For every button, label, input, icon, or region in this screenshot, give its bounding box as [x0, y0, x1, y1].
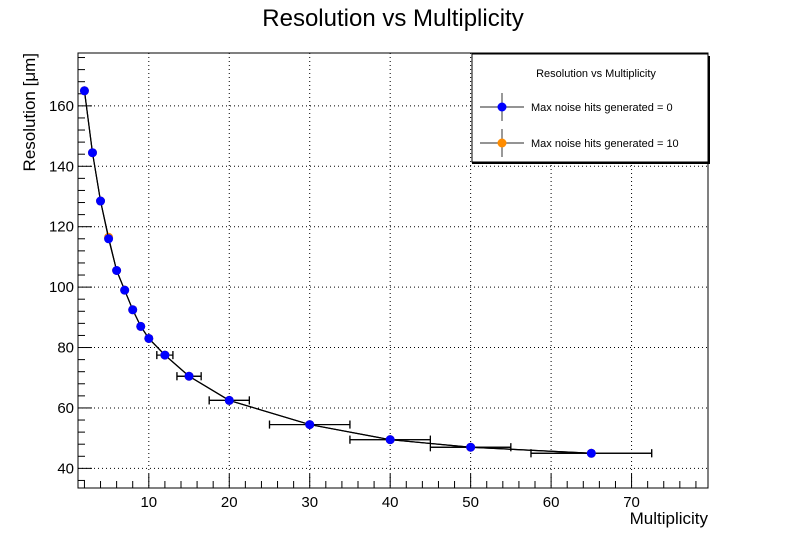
series-line [83, 90, 592, 454]
data-point [120, 285, 130, 295]
data-point [136, 321, 146, 331]
data-point [104, 234, 114, 244]
data-point [385, 435, 395, 445]
legend-shadow-side [708, 56, 710, 164]
legend-label: Max noise hits generated = 0 [531, 102, 673, 114]
data-point [224, 395, 234, 405]
y-tick-label: 80 [57, 340, 74, 357]
data-point [112, 266, 122, 275]
legend-box [471, 53, 709, 163]
data-point [586, 448, 596, 458]
y-tick-label: 160 [49, 98, 74, 115]
tick-labels: 10 20 30 40 50 60 70 40 60 80 100 120 140 160 [49, 98, 640, 511]
data-point [160, 350, 170, 360]
x-tick-label: 30 [301, 494, 318, 511]
data-point [96, 196, 106, 206]
legend-label: Max noise hits generated = 10 [531, 138, 679, 150]
legend-title: Resolution vs Multiplicity [536, 68, 656, 80]
data-point [79, 86, 89, 96]
data-point [144, 333, 154, 343]
data-point [128, 305, 138, 315]
y-tick-label: 60 [57, 400, 74, 417]
chart-title: Resolution vs Multiplicity [262, 5, 523, 32]
y-axis-label: Resolution [μm] [20, 53, 39, 171]
y-tick-label: 40 [57, 460, 74, 477]
x-tick-label: 20 [221, 494, 238, 511]
x-tick-label: 50 [462, 494, 479, 511]
x-tick-label: 60 [543, 494, 560, 511]
data-point [305, 420, 315, 430]
data-series [79, 86, 653, 458]
data-point [184, 371, 194, 381]
legend: Resolution vs Multiplicity Max noise hit… [471, 53, 710, 164]
y-tick-label: 120 [49, 219, 74, 236]
y-tick-label: 140 [49, 158, 74, 175]
data-point [87, 148, 97, 158]
axis-ticks [78, 57, 697, 488]
y-tick-label: 100 [49, 279, 74, 296]
legend-marker [497, 102, 507, 112]
data-point [466, 442, 476, 452]
legend-entries: Max noise hits generated = 0 Max noise hi… [480, 93, 679, 157]
x-tick-label: 40 [382, 494, 399, 511]
plot-frame [77, 52, 709, 489]
legend-marker [497, 138, 507, 148]
x-tick-label: 70 [623, 494, 640, 511]
x-tick-label: 10 [140, 494, 157, 511]
legend-shadow [472, 162, 708, 164]
x-axis-label: Multiplicity [630, 509, 709, 528]
